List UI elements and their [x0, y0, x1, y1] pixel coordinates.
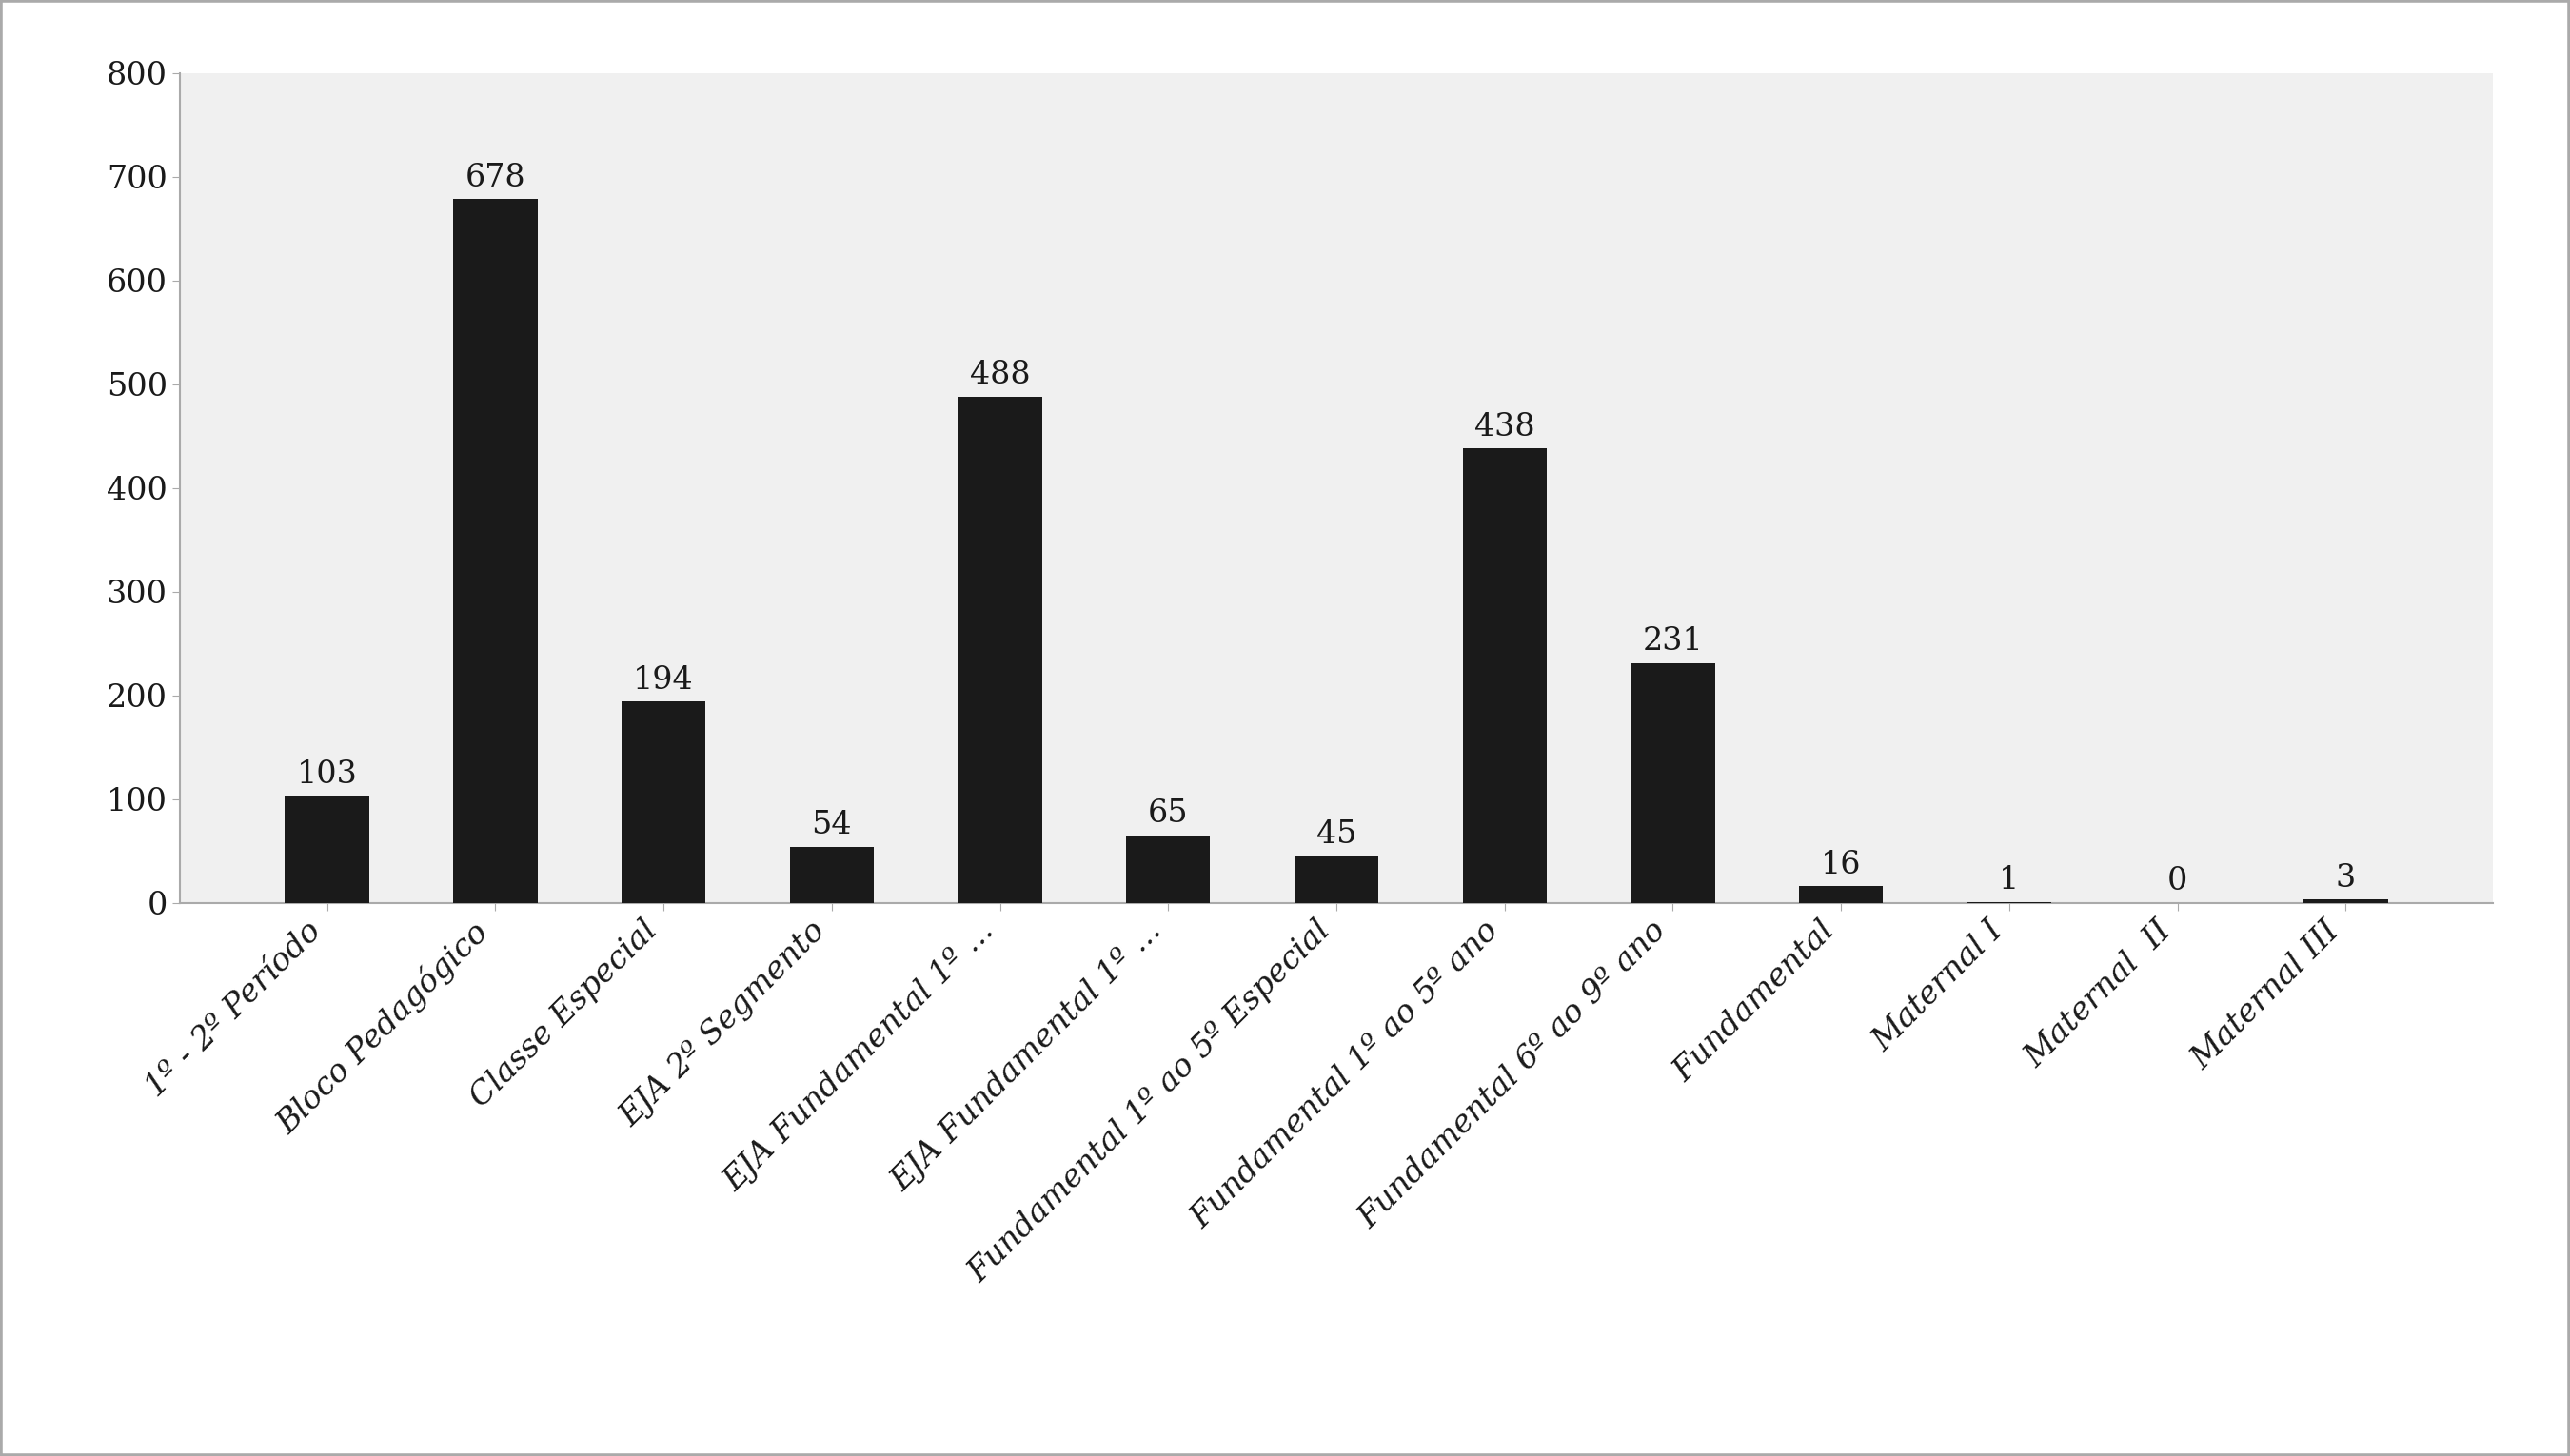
Text: 54: 54	[812, 810, 853, 840]
Text: 231: 231	[1642, 626, 1704, 657]
Bar	[959, 396, 1041, 903]
Bar	[1799, 887, 1884, 903]
Text: 45: 45	[1316, 820, 1357, 850]
Text: 194: 194	[632, 665, 694, 696]
Bar	[622, 702, 707, 903]
Bar	[789, 847, 874, 903]
Text: 438: 438	[1475, 412, 1534, 443]
Text: 0: 0	[2167, 866, 2187, 897]
Bar	[1462, 448, 1547, 903]
Bar	[2303, 900, 2388, 903]
Text: 103: 103	[296, 759, 357, 789]
Bar	[285, 796, 370, 903]
Text: 65: 65	[1149, 798, 1187, 828]
Text: 678: 678	[465, 163, 527, 194]
Bar	[1295, 856, 1378, 903]
Bar	[1126, 836, 1210, 903]
Text: 16: 16	[1820, 849, 1861, 879]
Text: 3: 3	[2336, 863, 2357, 894]
Bar	[1632, 662, 1714, 903]
Text: 1: 1	[1999, 865, 2020, 895]
Text: 488: 488	[969, 360, 1031, 390]
Bar	[452, 199, 537, 903]
